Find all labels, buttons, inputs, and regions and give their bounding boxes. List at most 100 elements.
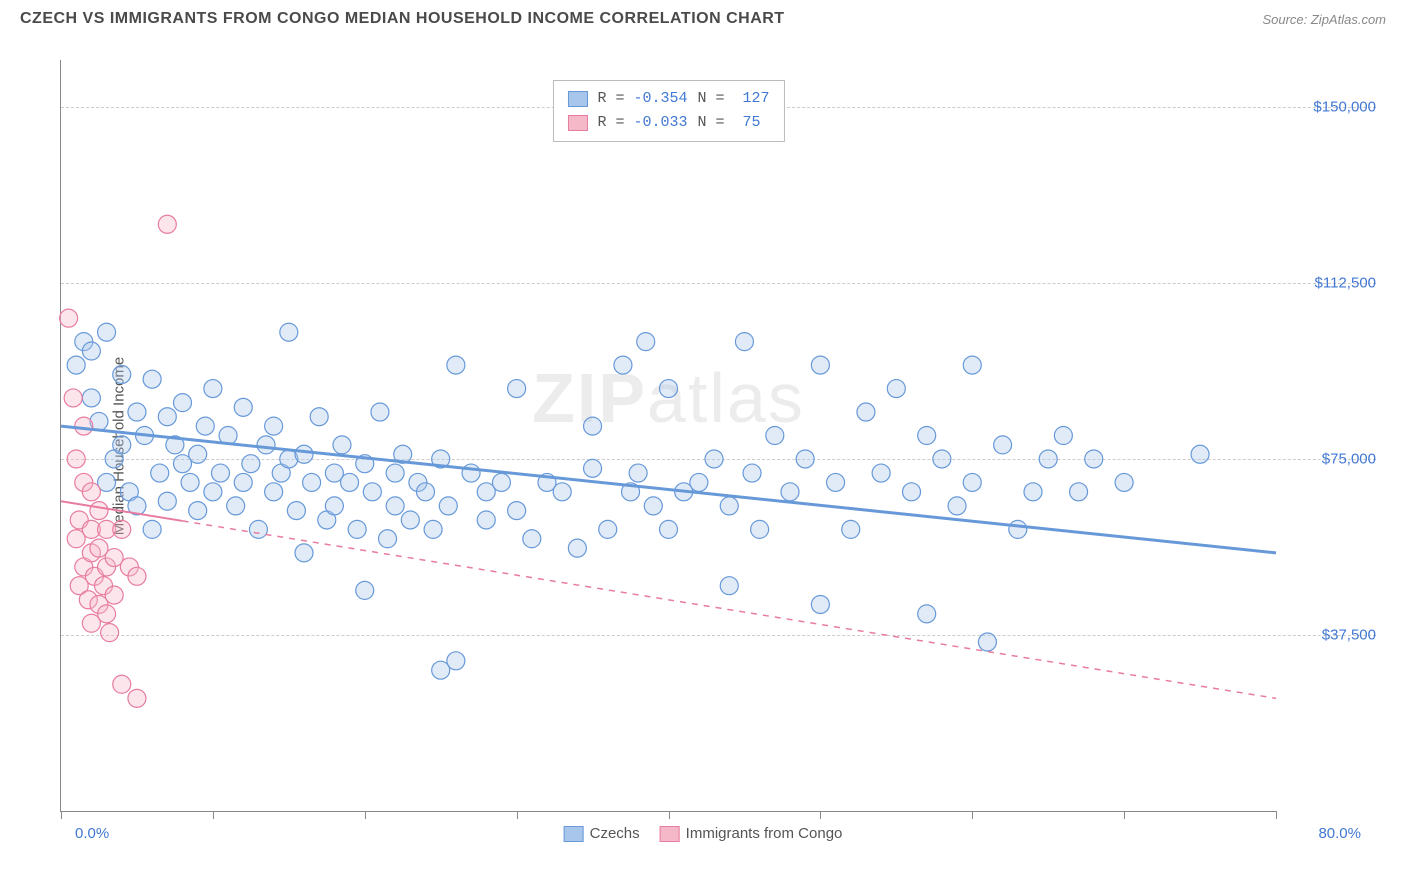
sample-n: N = 127 [698, 87, 770, 111]
data-point [417, 483, 435, 501]
data-point [660, 520, 678, 538]
data-point [842, 520, 860, 538]
data-point [903, 483, 921, 501]
data-point [948, 497, 966, 515]
data-point [113, 675, 131, 693]
data-point [994, 436, 1012, 454]
data-point [348, 520, 366, 538]
data-point [341, 473, 359, 491]
x-axis-max-label: 80.0% [1318, 825, 1361, 842]
data-point [158, 492, 176, 510]
data-point [82, 483, 100, 501]
data-point [105, 586, 123, 604]
data-point [743, 464, 761, 482]
data-point [356, 581, 374, 599]
scatter-svg [61, 60, 1276, 811]
data-point [584, 459, 602, 477]
x-tick [972, 811, 973, 819]
data-point [113, 436, 131, 454]
legend-swatch [564, 826, 584, 842]
data-point [158, 215, 176, 233]
data-point [249, 520, 267, 538]
y-tick-label: $75,000 [1286, 450, 1376, 467]
data-point [75, 417, 93, 435]
data-point [439, 497, 457, 515]
data-point [720, 577, 738, 595]
x-tick [213, 811, 214, 819]
data-point [508, 502, 526, 520]
data-point [963, 356, 981, 374]
data-point [371, 403, 389, 421]
data-point [174, 394, 192, 412]
data-point [660, 380, 678, 398]
data-point [265, 483, 283, 501]
x-tick [365, 811, 366, 819]
data-point [181, 473, 199, 491]
legend-stat-row: R = -0.354 N = 127 [567, 87, 769, 111]
data-point [933, 450, 951, 468]
data-point [280, 323, 298, 341]
data-point [204, 380, 222, 398]
x-tick [61, 811, 62, 819]
data-point [963, 473, 981, 491]
x-tick [669, 811, 670, 819]
legend-label: Czechs [590, 825, 640, 842]
data-point [64, 389, 82, 407]
data-point [363, 483, 381, 501]
data-point [128, 567, 146, 585]
data-point [333, 436, 351, 454]
data-point [705, 450, 723, 468]
data-point [98, 323, 116, 341]
data-point [690, 473, 708, 491]
series-legend: Czechs Immigrants from Congo [564, 825, 843, 842]
source-attribution: Source: ZipAtlas.com [1262, 12, 1386, 27]
data-point [1085, 450, 1103, 468]
data-point [128, 689, 146, 707]
legend-label: Immigrants from Congo [686, 825, 843, 842]
data-point [189, 445, 207, 463]
data-point [447, 652, 465, 670]
data-point [82, 342, 100, 360]
data-point [872, 464, 890, 482]
data-point [98, 605, 116, 623]
data-point [310, 408, 328, 426]
data-point [751, 520, 769, 538]
data-point [325, 497, 343, 515]
data-point [90, 502, 108, 520]
data-point [1054, 427, 1072, 445]
data-point [379, 530, 397, 548]
data-point [599, 520, 617, 538]
data-point [211, 464, 229, 482]
data-point [766, 427, 784, 445]
y-tick-label: $37,500 [1286, 626, 1376, 643]
data-point [637, 333, 655, 351]
data-point [82, 389, 100, 407]
legend-swatch [567, 115, 587, 131]
data-point [401, 511, 419, 529]
data-point [447, 356, 465, 374]
data-point [113, 520, 131, 538]
data-point [128, 403, 146, 421]
data-point [158, 408, 176, 426]
legend-item: Immigrants from Congo [660, 825, 843, 842]
data-point [553, 483, 571, 501]
data-point [781, 483, 799, 501]
data-point [204, 483, 222, 501]
data-point [508, 380, 526, 398]
data-point [918, 605, 936, 623]
data-point [1191, 445, 1209, 463]
sample-n: N = 75 [698, 111, 761, 135]
data-point [887, 380, 905, 398]
y-tick-label: $112,500 [1286, 274, 1376, 291]
data-point [614, 356, 632, 374]
plot-area: ZIPatlas R = -0.354 N = 127 R = -0.033 N… [60, 60, 1276, 812]
data-point [1009, 520, 1027, 538]
data-point [287, 502, 305, 520]
data-point [303, 473, 321, 491]
data-point [477, 511, 495, 529]
data-point [242, 455, 260, 473]
data-point [386, 497, 404, 515]
legend-swatch [567, 91, 587, 107]
y-tick-label: $150,000 [1286, 98, 1376, 115]
correlation-legend: R = -0.354 N = 127 R = -0.033 N = 75 [552, 80, 784, 142]
